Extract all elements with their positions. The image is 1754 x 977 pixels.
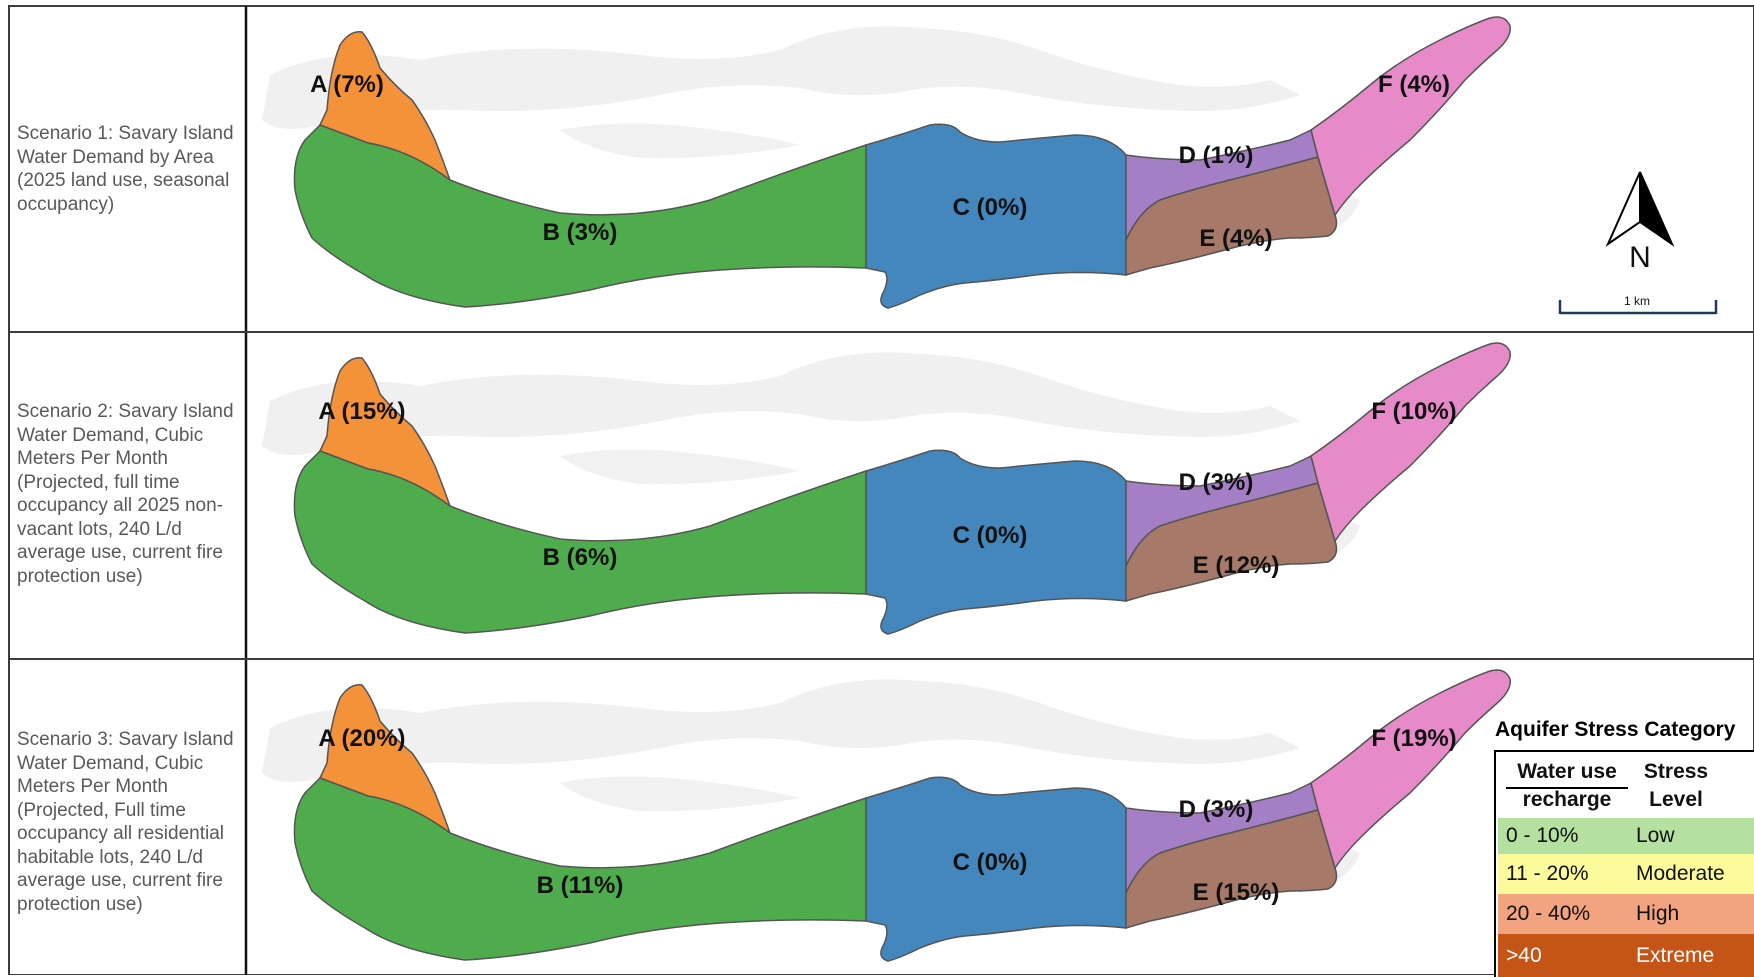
zone-d-label: D (1%)	[1179, 142, 1254, 169]
legend-level: Extreme	[1636, 943, 1715, 967]
legend-row-high: 20 - 40% High	[1498, 894, 1754, 934]
scenario-2-map	[262, 342, 1511, 635]
zone-c-shape	[865, 449, 1127, 635]
zone-d-label: D (3%)	[1179, 796, 1254, 823]
table-border	[8, 5, 1754, 975]
scenario-3-map	[262, 669, 1511, 962]
zone-f-shape	[1310, 16, 1511, 217]
zone-b-label: B (11%)	[537, 872, 624, 899]
zone-b-label: B (6%)	[543, 544, 618, 571]
legend-col1-header: Water use recharge	[1504, 758, 1630, 814]
legend-col1-header-line1: Water use	[1517, 760, 1617, 783]
zone-b-shape	[293, 777, 867, 961]
background-land-shape	[560, 123, 800, 159]
scenario-2-description: Scenario 2: Savary Island Water Demand, …	[17, 401, 234, 587]
legend-row-moderate: 11 - 20% Moderate	[1498, 854, 1754, 894]
scale-bar-label: 1 km	[1624, 294, 1650, 308]
zone-d-label: D (3%)	[1179, 469, 1254, 496]
north-label: N	[1629, 241, 1651, 274]
zone-e-shape	[1125, 482, 1338, 602]
zone-a-label: A (7%)	[310, 71, 384, 98]
background-land-shape	[262, 679, 1300, 782]
legend-col2-header-line2: Level	[1649, 788, 1703, 811]
legend-row-extreme: >40 Extreme	[1498, 934, 1754, 977]
zone-c-label: C (0%)	[953, 849, 1028, 876]
zone-e-label: E (12%)	[1193, 552, 1280, 579]
background-land-shape	[262, 352, 1300, 455]
legend-row-low: 0 - 10% Low	[1498, 818, 1754, 854]
north-arrow-icon	[1605, 171, 1675, 247]
background-land-shape	[560, 449, 800, 485]
legend-level: Moderate	[1636, 862, 1725, 885]
legend-col1-header-line2: recharge	[1522, 788, 1612, 811]
legend-table: Water use recharge Stress Level 0 - 10% …	[1494, 750, 1754, 977]
zone-c-label: C (0%)	[953, 194, 1028, 221]
scenario-3-description: Scenario 3: Savary Island Water Demand, …	[17, 729, 234, 915]
legend-col2-header: Stress Level	[1636, 758, 1716, 814]
legend-range: >40	[1506, 943, 1542, 967]
legend-title: Aquifer Stress Category	[1495, 718, 1736, 741]
zone-c-shape	[865, 123, 1127, 309]
zone-e-shape	[1125, 156, 1338, 276]
scale-bar	[1558, 300, 1718, 315]
zone-b-shape	[293, 124, 867, 308]
legend-range: 0 - 10%	[1506, 824, 1579, 847]
zone-f-label: F (19%)	[1371, 725, 1456, 752]
zone-e-label: E (4%)	[1199, 225, 1272, 252]
background-land-shape	[560, 776, 800, 812]
zone-f-label: F (4%)	[1378, 71, 1450, 98]
background-land-shape	[262, 26, 1300, 130]
zone-f-shape	[1310, 342, 1511, 543]
zone-c-label: C (0%)	[953, 522, 1028, 549]
legend-range: 11 - 20%	[1506, 862, 1589, 885]
legend-range: 20 - 40%	[1506, 902, 1591, 925]
zone-a-label: A (15%)	[318, 398, 405, 425]
zone-e-shape	[1125, 809, 1338, 929]
legend-level: High	[1636, 902, 1680, 925]
zone-e-label: E (15%)	[1193, 879, 1280, 906]
legend-level: Low	[1636, 824, 1675, 847]
zone-b-shape	[293, 450, 867, 634]
zone-f-shape	[1310, 669, 1511, 870]
zone-b-label: B (3%)	[543, 219, 618, 246]
legend-header-underline	[1506, 787, 1628, 789]
zone-c-shape	[865, 776, 1127, 962]
scenario-1-map	[262, 16, 1511, 309]
zone-f-label: F (10%)	[1371, 398, 1456, 425]
scenario-1-description: Scenario 1: Savary Island Water Demand b…	[17, 123, 234, 215]
legend-col2-header-line1: Stress	[1643, 760, 1709, 783]
zone-a-label: A (20%)	[318, 725, 405, 752]
